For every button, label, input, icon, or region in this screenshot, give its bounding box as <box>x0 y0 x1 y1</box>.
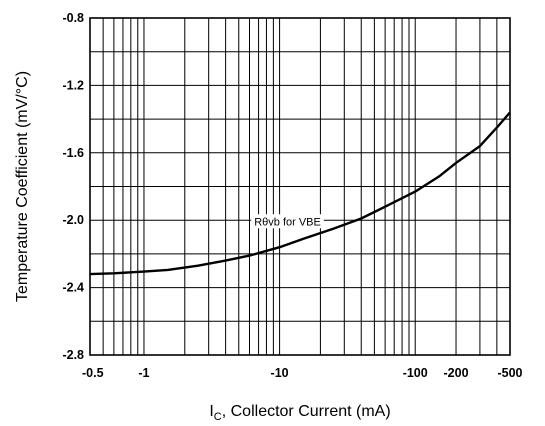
x-tick-label: -0.5 <box>82 366 104 380</box>
plot-frame <box>89 17 511 356</box>
x-tick-label: -200 <box>444 366 469 380</box>
x-axis-title-main: I <box>209 403 213 420</box>
annotation-group: Rθvb for VBE <box>251 214 324 229</box>
x-tick-label: -10 <box>271 366 289 380</box>
x-axis-title: IC, Collector Current (mA) <box>209 403 390 423</box>
series-line <box>89 111 511 276</box>
y-axis-ticks: -0.8 -1.2 -1.6 -2.0 -2.4 -2.8 <box>62 11 84 362</box>
y-tick-label: -0.8 <box>62 11 84 25</box>
x-tick-label: -1 <box>138 366 149 380</box>
x-axis-ticks: -0.5 -1 -10 -100 -200 -500 <box>82 366 523 380</box>
y-tick-label: -1.6 <box>62 146 84 160</box>
x-axis-title-subscript: C <box>214 411 222 423</box>
y-axis-title: Temperature Coefficient (mV/°C) <box>14 71 31 302</box>
annotation-label: Rθvb for VBE <box>254 216 321 228</box>
annotation-background <box>251 214 324 229</box>
grid-lines <box>89 17 511 356</box>
x-tick-label: -100 <box>403 366 428 380</box>
y-tick-label: -2.8 <box>62 348 84 362</box>
x-tick-label: -500 <box>497 366 522 380</box>
x-axis-title-rest: , Collector Current (mA) <box>222 403 391 420</box>
y-tick-label: -2.0 <box>62 213 84 227</box>
y-tick-label: -2.4 <box>62 281 84 295</box>
y-tick-label: -1.2 <box>62 78 84 92</box>
